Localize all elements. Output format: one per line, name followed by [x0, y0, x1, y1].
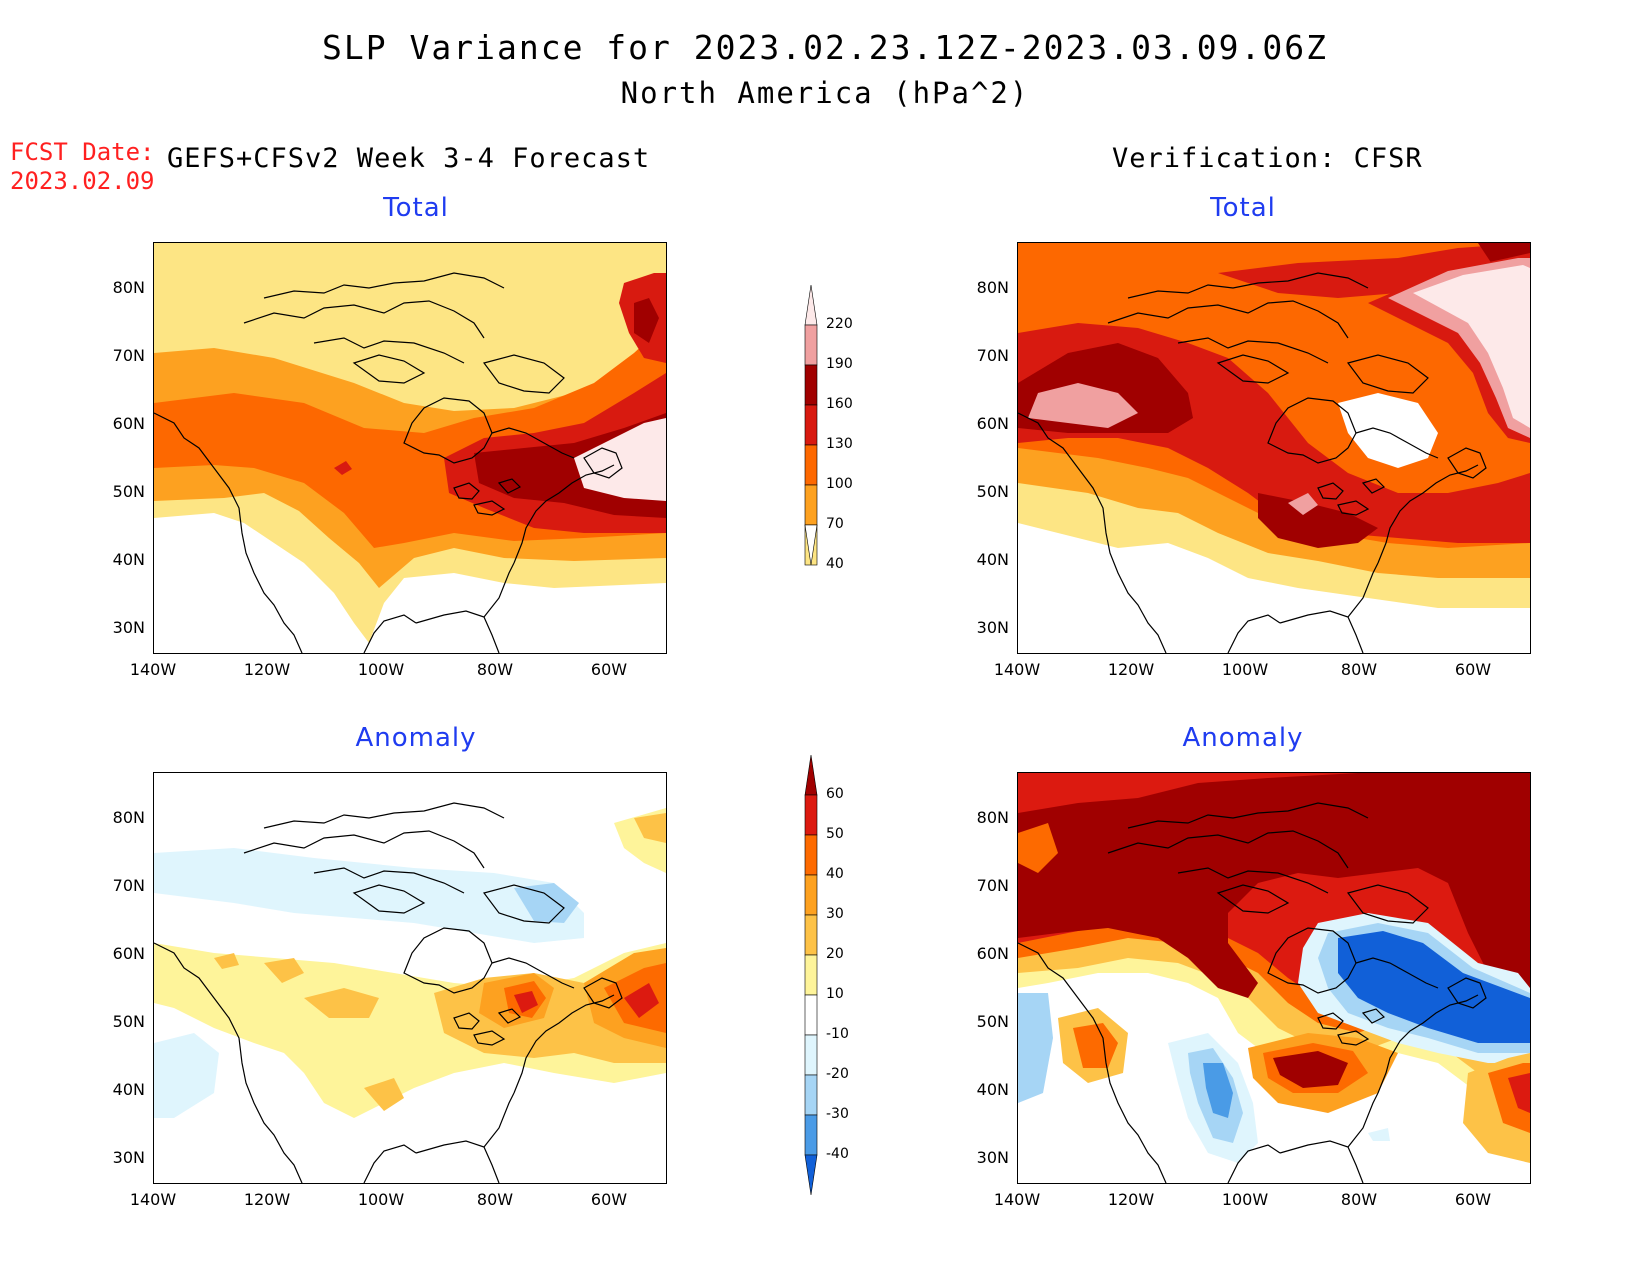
lat-label-verif-total: 80N	[976, 278, 1009, 297]
lon-label-verif-anomaly: 80W	[1340, 1190, 1378, 1209]
panel-title-verif-total: Total	[1210, 193, 1276, 223]
lon-label-forecast-total: 80W	[476, 660, 514, 679]
colorbar-level-label: -30	[826, 1106, 849, 1122]
colorbar-bottom-arrow	[804, 1154, 818, 1196]
lon-label-forecast-total: 100W	[357, 660, 405, 679]
colorbar-segment	[804, 954, 818, 996]
colorbar-segment	[804, 1114, 818, 1156]
lon-label-forecast-total: 140W	[129, 660, 177, 679]
lon-label-forecast-total: 60W	[590, 660, 628, 679]
colorbar-segment	[804, 404, 818, 446]
colorbar-level-label: 40	[826, 556, 844, 572]
colorbar-level-label: 70	[826, 516, 844, 532]
lon-label-verif-total: 140W	[993, 660, 1041, 679]
lon-label-verif-anomaly: 120W	[1107, 1190, 1155, 1209]
lon-label-verif-anomaly: 60W	[1454, 1190, 1492, 1209]
colorbar-level-label: 30	[826, 906, 844, 922]
main-subtitle: North America (hPa^2)	[620, 76, 1030, 110]
map-forecast-anomaly	[153, 772, 667, 1184]
colorbar-level-label: -10	[826, 1026, 849, 1042]
lat-label-forecast-total: 40N	[112, 550, 145, 569]
colorbar-segment	[804, 914, 818, 956]
lat-label-verif-total: 50N	[976, 482, 1009, 501]
lon-label-forecast-anomaly: 140W	[129, 1190, 177, 1209]
lat-label-verif-anomaly: 40N	[976, 1080, 1009, 1099]
colorbar-segment	[804, 794, 818, 836]
lon-label-verif-total: 60W	[1454, 660, 1492, 679]
panel-title-forecast-total: Total	[383, 193, 449, 223]
colorbar-level-label: 50	[826, 826, 844, 842]
lat-label-forecast-total: 50N	[112, 482, 145, 501]
colorbar-level-label: 160	[826, 396, 853, 412]
panel-title-verif-anomaly: Anomaly	[1182, 723, 1304, 753]
lat-label-verif-total: 70N	[976, 346, 1009, 365]
main-title: SLP Variance for 2023.02.23.12Z-2023.03.…	[322, 28, 1328, 67]
colorbar-segment	[804, 834, 818, 876]
lat-label-verif-total: 60N	[976, 414, 1009, 433]
colorbar-level-label: -40	[826, 1146, 849, 1162]
colorbar-segment	[804, 484, 818, 526]
lat-label-forecast-anomaly: 80N	[112, 808, 145, 827]
colorbar-level-label: 100	[826, 476, 853, 492]
fcst-date-label: FCST Date:	[10, 138, 155, 166]
lat-label-forecast-total: 70N	[112, 346, 145, 365]
verification-header: Verification: CFSR	[1112, 143, 1423, 174]
colorbar-level-label: 130	[826, 436, 853, 452]
lon-label-forecast-anomaly: 120W	[243, 1190, 291, 1209]
lat-label-forecast-total: 30N	[112, 618, 145, 637]
lat-label-forecast-anomaly: 70N	[112, 876, 145, 895]
lon-label-forecast-anomaly: 80W	[476, 1190, 514, 1209]
fcst-date: FCST Date: 2023.02.09	[10, 138, 155, 196]
lon-label-forecast-anomaly: 100W	[357, 1190, 405, 1209]
lon-label-verif-anomaly: 140W	[993, 1190, 1041, 1209]
colorbar-bottom-arrow	[804, 524, 818, 566]
colorbar-level-label: 220	[826, 316, 853, 332]
colorbar-level-label: 40	[826, 866, 844, 882]
lon-label-verif-total: 120W	[1107, 660, 1155, 679]
colorbar-segment	[804, 324, 818, 366]
lon-label-verif-total: 80W	[1340, 660, 1378, 679]
lon-label-forecast-total: 120W	[243, 660, 291, 679]
lon-label-forecast-anomaly: 60W	[590, 1190, 628, 1209]
colorbar-segment	[804, 444, 818, 486]
colorbar-level-label: 10	[826, 986, 844, 1002]
lat-label-verif-anomaly: 60N	[976, 944, 1009, 963]
colorbar-top-arrow	[804, 284, 818, 326]
lat-label-forecast-anomaly: 50N	[112, 1012, 145, 1031]
lat-label-verif-anomaly: 70N	[976, 876, 1009, 895]
colorbar-top-arrow	[804, 754, 818, 796]
colorbar-level-label: 60	[826, 786, 844, 802]
colorbar-level-label: 20	[826, 946, 844, 962]
lon-label-verif-total: 100W	[1221, 660, 1269, 679]
lat-label-forecast-total: 60N	[112, 414, 145, 433]
lat-label-verif-total: 30N	[976, 618, 1009, 637]
lat-label-verif-anomaly: 80N	[976, 808, 1009, 827]
lat-label-forecast-anomaly: 40N	[112, 1080, 145, 1099]
colorbar-level-label: 190	[826, 356, 853, 372]
colorbar-segment	[804, 364, 818, 406]
colorbar-segment	[804, 1074, 818, 1116]
map-verif-total	[1017, 242, 1531, 654]
map-verif-anomaly	[1017, 772, 1531, 1184]
colorbar-segment	[804, 994, 818, 1036]
lat-label-forecast-anomaly: 60N	[112, 944, 145, 963]
lat-label-verif-total: 40N	[976, 550, 1009, 569]
lat-label-forecast-total: 80N	[112, 278, 145, 297]
fcst-date-value: 2023.02.09	[10, 167, 155, 195]
colorbar-anomaly	[800, 754, 840, 1205]
forecast-header: GEFS+CFSv2 Week 3-4 Forecast	[167, 143, 651, 174]
colorbar-segment	[804, 1034, 818, 1076]
map-forecast-total	[153, 242, 667, 654]
colorbar-segment	[804, 874, 818, 916]
lat-label-forecast-anomaly: 30N	[112, 1148, 145, 1167]
colorbar-total	[800, 284, 840, 615]
colorbar-level-label: -20	[826, 1066, 849, 1082]
panel-title-forecast-anomaly: Anomaly	[355, 723, 477, 753]
lat-label-verif-anomaly: 50N	[976, 1012, 1009, 1031]
lon-label-verif-anomaly: 100W	[1221, 1190, 1269, 1209]
lat-label-verif-anomaly: 30N	[976, 1148, 1009, 1167]
